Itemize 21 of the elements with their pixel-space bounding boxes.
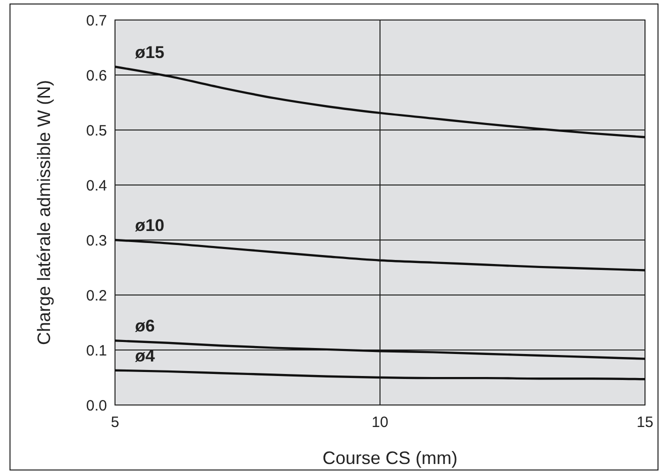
y-tick-label: 0.5 bbox=[86, 122, 107, 140]
series-label: ø15 bbox=[135, 42, 164, 62]
y-tick-label: 0.0 bbox=[86, 397, 107, 414]
line-series bbox=[114, 340, 646, 360]
y-tick-label: 0.1 bbox=[86, 342, 107, 360]
x-tick-label: 10 bbox=[372, 414, 388, 431]
y-axis-title: Charge latérale admissible W (N) bbox=[34, 80, 54, 346]
x-tick-label: 15 bbox=[636, 414, 654, 431]
y-tick-label: 0.2 bbox=[86, 287, 107, 304]
line-series bbox=[114, 66, 646, 138]
y-tick-label: 0.3 bbox=[86, 232, 107, 250]
x-axis-title: Course CS (mm) bbox=[322, 448, 458, 468]
line-series bbox=[114, 238, 646, 272]
y-tick-label: 0.7 bbox=[86, 12, 107, 30]
series-label: ø6 bbox=[135, 316, 155, 336]
y-tick-label: 0.6 bbox=[86, 67, 107, 84]
series-label: ø4 bbox=[135, 346, 156, 366]
x-tick-label: 5 bbox=[110, 414, 120, 431]
y-tick-label: 0.4 bbox=[86, 177, 107, 194]
series-label: ø10 bbox=[135, 216, 164, 235]
line-series bbox=[114, 369, 646, 380]
